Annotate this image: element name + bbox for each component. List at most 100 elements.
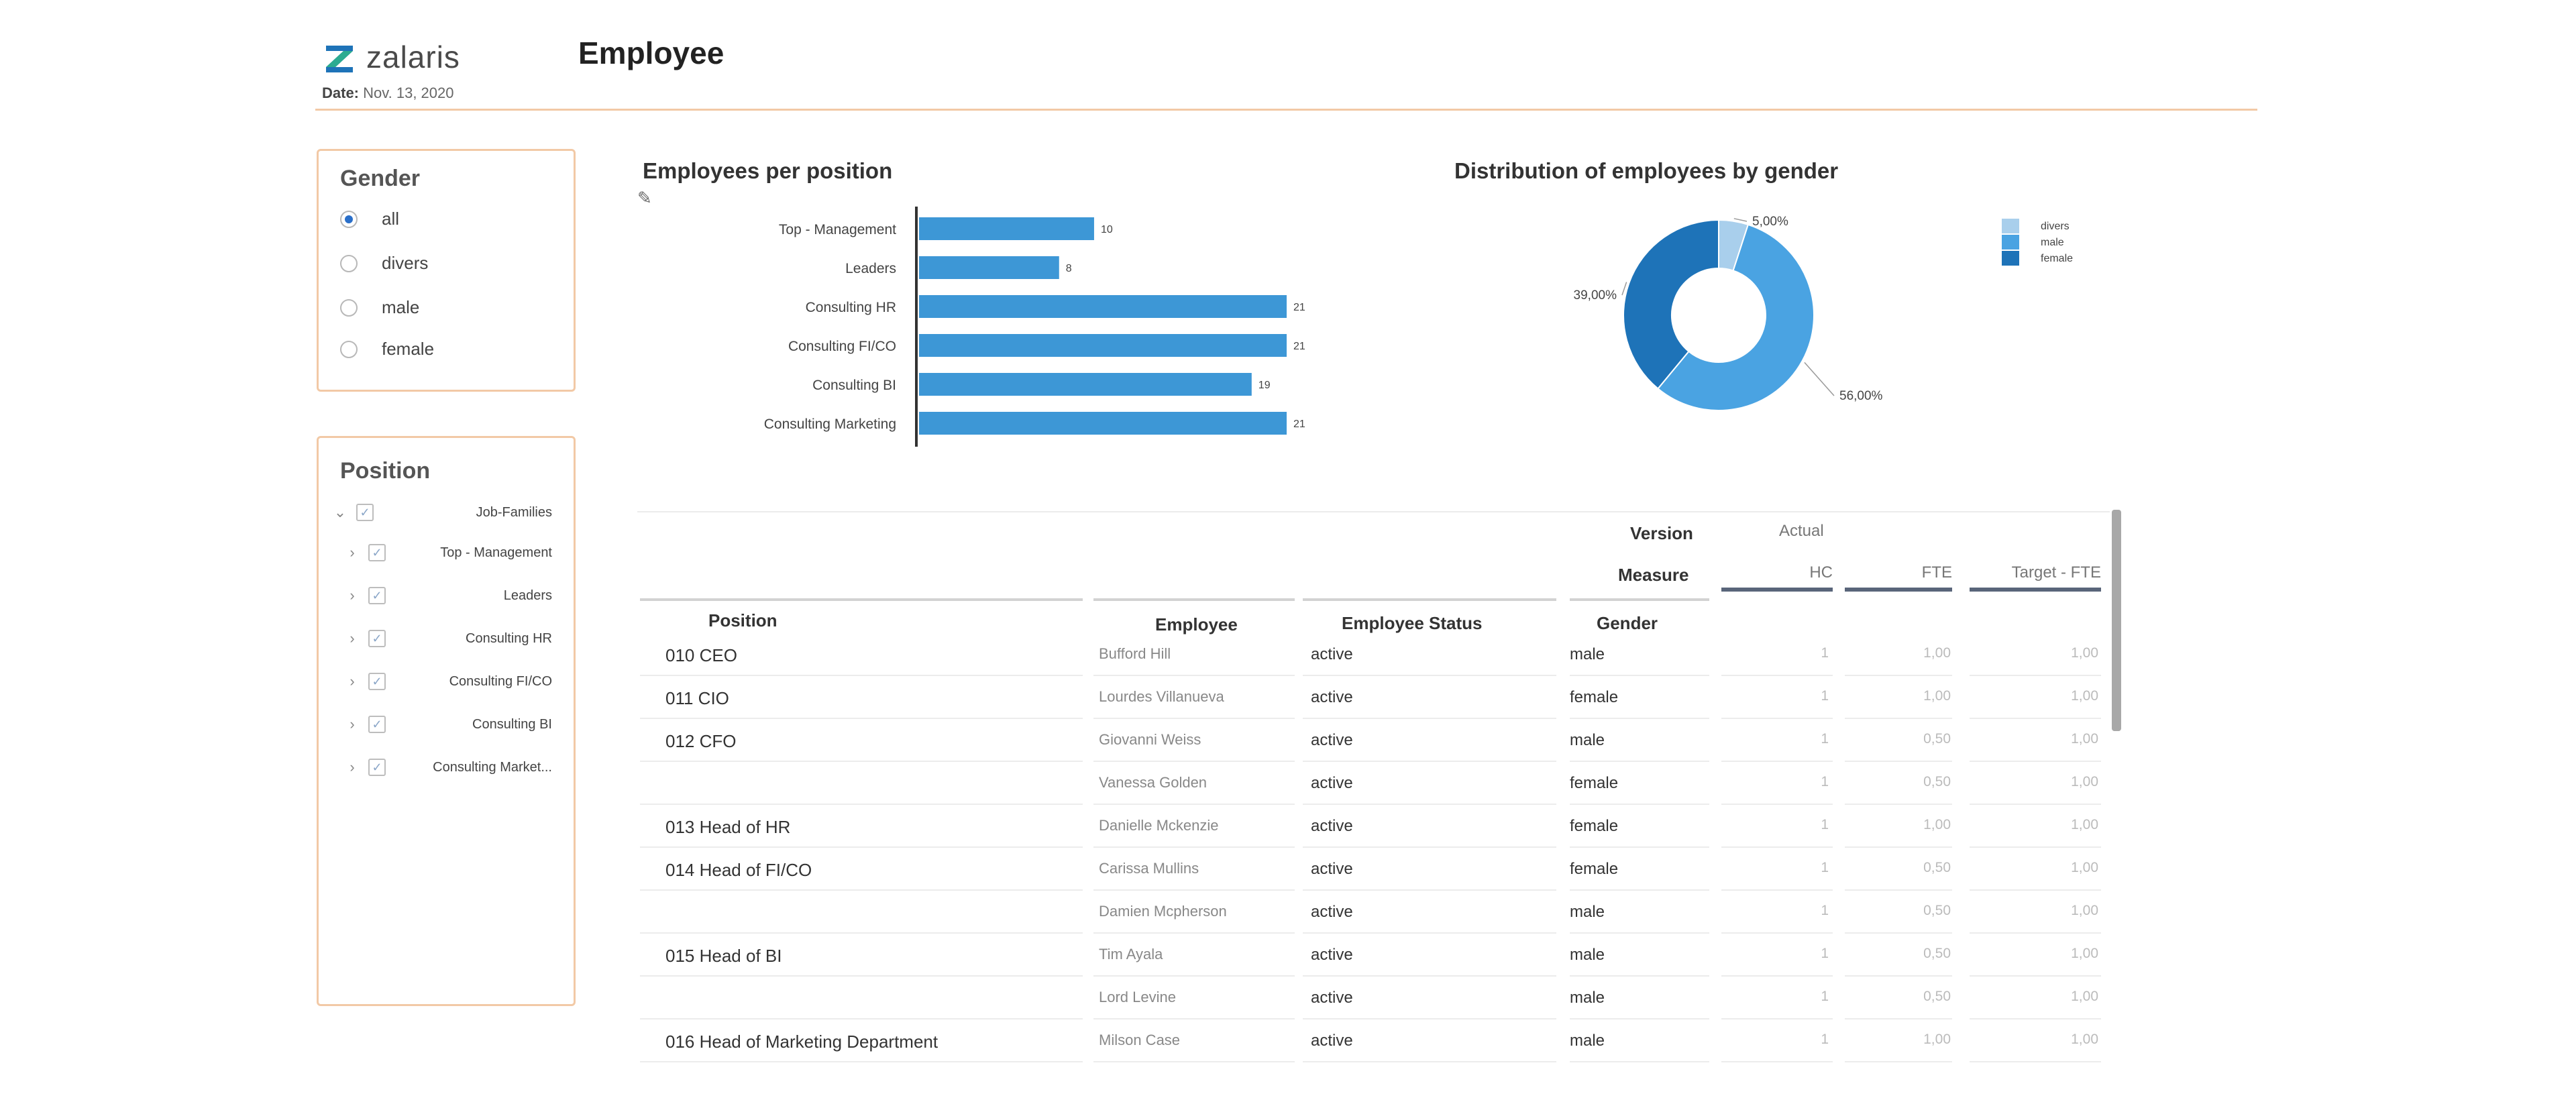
radio-divers[interactable] xyxy=(340,254,358,272)
column-header-employee[interactable]: Employee xyxy=(1155,614,1238,635)
date-label: Date: xyxy=(322,85,360,101)
checkbox-job-families[interactable]: ✓ xyxy=(356,504,374,521)
chevron-right-icon[interactable]: › xyxy=(350,759,355,775)
row-divider xyxy=(1093,1018,1295,1020)
row-divider xyxy=(1721,804,1833,805)
bar[interactable] xyxy=(919,412,1287,435)
radio-female[interactable] xyxy=(340,340,358,358)
row-divider xyxy=(1721,718,1833,719)
checkbox-consulting-hr[interactable]: ✓ xyxy=(368,630,386,647)
checkbox-consulting-marketing[interactable]: ✓ xyxy=(368,759,386,776)
measure-label: Measure xyxy=(1618,565,1689,585)
row-divider xyxy=(1970,932,2101,934)
row-divider xyxy=(1721,932,1833,934)
row-divider xyxy=(1845,975,1952,977)
cell-target-fte: 1,00 xyxy=(2071,946,2098,961)
row-divider xyxy=(1093,889,1295,891)
checkbox-consulting-fico[interactable]: ✓ xyxy=(368,673,386,690)
bar[interactable] xyxy=(919,256,1059,279)
tree-item-consulting-fico[interactable]: › ✓ Consulting FI/CO xyxy=(343,673,552,690)
column-header-position[interactable]: Position xyxy=(708,610,777,630)
row-divider xyxy=(1970,1018,2101,1020)
row-divider xyxy=(1303,1018,1556,1020)
column-header-hc[interactable]: HC xyxy=(1809,563,1833,582)
donut-slice-male[interactable] xyxy=(1657,223,1815,411)
row-divider xyxy=(640,932,1083,934)
row-divider xyxy=(1721,1061,1833,1062)
tree-item-label: Top - Management xyxy=(440,545,552,560)
table-vertical-scrollbar[interactable] xyxy=(2112,510,2121,731)
bar-category-label: Leaders xyxy=(845,261,896,276)
gender-option-all[interactable]: all xyxy=(340,209,399,229)
tree-item-consulting-bi[interactable]: › ✓ Consulting BI xyxy=(343,716,552,733)
column-header-status[interactable]: Employee Status xyxy=(1342,613,1483,633)
cell-hc: 1 xyxy=(1821,688,1829,704)
cell-fte: 0,50 xyxy=(1923,946,1951,961)
tree-item-job-families[interactable]: ⌄ ✓ Job-Families xyxy=(331,504,552,521)
tree-item-consulting-marketing[interactable]: › ✓ Consulting Market... xyxy=(343,759,552,776)
column-header-fte[interactable]: FTE xyxy=(1921,563,1952,582)
gender-option-divers[interactable]: divers xyxy=(340,253,428,274)
radio-male[interactable] xyxy=(340,298,358,317)
row-divider xyxy=(1570,932,1709,934)
table-top-divider xyxy=(637,511,2110,512)
gender-filter-panel: Gender all divers male female xyxy=(317,149,576,392)
pencil-icon[interactable]: ✎ xyxy=(637,188,652,208)
chevron-right-icon[interactable]: › xyxy=(350,673,355,690)
bar[interactable] xyxy=(919,217,1094,240)
row-divider xyxy=(1093,718,1295,719)
donut-slice-female[interactable] xyxy=(1623,219,1719,390)
tree-item-label: Consulting HR xyxy=(466,630,552,646)
column-header-target-fte[interactable]: Target - FTE xyxy=(2011,563,2101,582)
employees-per-position-chart: Top - Management 10 Leaders 8 Consulting HR 2… xyxy=(764,207,1305,447)
gender-option-male[interactable]: male xyxy=(340,297,419,318)
row-divider xyxy=(1093,975,1295,977)
cell-fte: 0,50 xyxy=(1923,989,1951,1004)
tree-item-top-management[interactable]: › ✓ Top - Management xyxy=(343,544,552,561)
gender-filter-title: Gender xyxy=(340,166,421,191)
cell-status: active xyxy=(1311,860,1353,878)
row-divider xyxy=(1845,846,1952,848)
checkbox-consulting-bi[interactable]: ✓ xyxy=(368,716,386,733)
cell-hc: 1 xyxy=(1821,989,1829,1004)
row-divider xyxy=(1093,846,1295,848)
row-divider xyxy=(1093,1061,1295,1062)
row-divider xyxy=(1570,889,1709,891)
cell-hc: 1 xyxy=(1821,1032,1829,1047)
cell-position: 016 Head of Marketing Department xyxy=(665,1032,938,1052)
bar[interactable] xyxy=(919,295,1287,318)
row-divider xyxy=(1570,804,1709,805)
checkbox-leaders[interactable]: ✓ xyxy=(368,587,386,604)
bar[interactable] xyxy=(919,373,1252,396)
chevron-right-icon[interactable]: › xyxy=(350,630,355,647)
bar-category-label: Consulting Marketing xyxy=(764,417,896,432)
radio-all[interactable] xyxy=(340,210,358,228)
row-divider xyxy=(1303,675,1556,676)
version-label: Version xyxy=(1630,523,1693,543)
chevron-right-icon[interactable]: › xyxy=(350,716,355,732)
row-divider xyxy=(1970,718,2101,719)
tree-item-label: Leaders xyxy=(503,588,552,603)
tree-item-label: Consulting FI/CO xyxy=(449,673,552,689)
row-divider xyxy=(1721,846,1833,848)
cell-gender: female xyxy=(1570,774,1619,792)
cell-gender: male xyxy=(1570,645,1605,663)
gender-distribution-chart: 5,00% 56,00% 39,00% xyxy=(1574,215,1883,411)
cell-position: 012 CFO xyxy=(665,731,737,751)
column-header-gender[interactable]: Gender xyxy=(1597,613,1658,633)
tree-item-consulting-hr[interactable]: › ✓ Consulting HR xyxy=(343,630,552,647)
chevron-right-icon[interactable]: › xyxy=(350,544,355,561)
bar[interactable] xyxy=(919,334,1287,357)
row-divider xyxy=(1093,675,1295,676)
tree-item-leaders[interactable]: › ✓ Leaders xyxy=(343,587,552,604)
bar-value-label: 21 xyxy=(1293,419,1305,430)
cell-status: active xyxy=(1311,903,1353,921)
gender-option-female[interactable]: female xyxy=(340,339,434,360)
row-divider xyxy=(1303,932,1556,934)
checkbox-top-management[interactable]: ✓ xyxy=(368,544,386,561)
cell-employee: Milson Case xyxy=(1099,1032,1181,1048)
chevron-down-icon[interactable]: ⌄ xyxy=(333,504,347,520)
row-divider xyxy=(1970,761,2101,762)
chevron-right-icon[interactable]: › xyxy=(350,587,355,604)
cell-hc: 1 xyxy=(1821,774,1829,789)
